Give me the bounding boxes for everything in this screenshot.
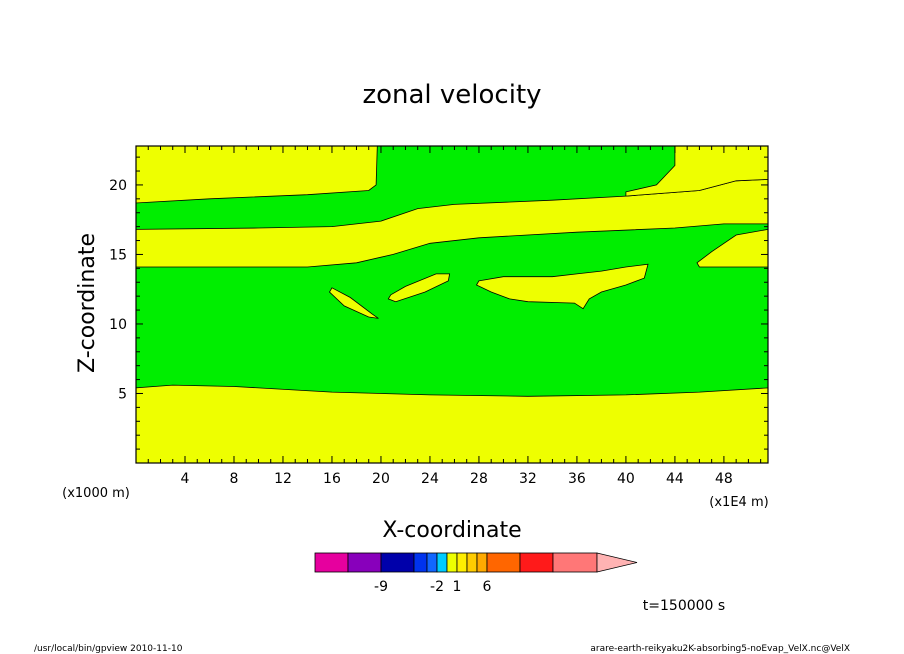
time-label: t=150000 s (643, 598, 725, 614)
x-axis-label: X-coordinate (382, 518, 521, 543)
colorbar: -9 -2 1 6 (314, 552, 638, 595)
x-tick-label: 44 (666, 471, 684, 487)
x-tick-label: 48 (715, 471, 733, 487)
region-yellow-patch-3 (475, 263, 649, 310)
colorbar-swatch (347, 552, 382, 573)
x-tick-label: 4 (181, 471, 190, 487)
x-tick-label: 24 (421, 471, 439, 487)
x-tick-label: 12 (274, 471, 292, 487)
colorbar-swatch (426, 552, 438, 573)
y-tick-label: 20 (109, 178, 127, 194)
colorbar-tick-label: -9 (374, 579, 388, 595)
colorbar-swatch (456, 552, 468, 573)
y-unit-note: (x1000 m) (62, 486, 130, 501)
colorbar-tick-label: 6 (483, 579, 492, 595)
x-tick-label: 16 (323, 471, 341, 487)
colorbar-extend-arrow (596, 552, 638, 573)
plot-area (135, 145, 769, 464)
colorbar-tick-label: -2 (430, 579, 444, 595)
region-yellow-bottom-band (135, 384, 769, 464)
region-yellow-upper-left (135, 145, 378, 204)
colorbar-swatch (486, 552, 521, 573)
colorbar-tick-label: 1 (453, 579, 462, 595)
x-tick-label: 36 (568, 471, 586, 487)
x-tick-label: 20 (372, 471, 390, 487)
colorbar-swatch (519, 552, 554, 573)
colorbar-swatch (476, 552, 488, 573)
colorbar-swatch (436, 552, 448, 573)
colorbar-swatch (552, 552, 598, 573)
x-tick-label: 32 (519, 471, 537, 487)
region-yellow-patch-1 (328, 287, 379, 319)
y-tick-label: 15 (109, 247, 127, 263)
plot-frame (135, 145, 769, 464)
chart-title: zonal velocity (362, 80, 541, 110)
x-tick-label: 40 (617, 471, 635, 487)
colorbar-swatch (466, 552, 478, 573)
colorbar-swatch (314, 552, 349, 573)
y-axis-label: Z-coordinate (75, 233, 100, 373)
x-axis: 4 8 12 16 20 24 28 32 36 40 44 48 (147, 146, 762, 487)
footer-right: arare-earth-reikyaku2K-absorbing5-noEvap… (590, 644, 850, 654)
y-tick-label: 10 (109, 317, 127, 333)
footer-left: /usr/local/bin/gpview 2010-11-10 (34, 644, 183, 654)
x-tick-label: 8 (230, 471, 239, 487)
y-tick-label: 5 (118, 386, 127, 402)
x-unit-note: (x1E4 m) (709, 495, 768, 510)
y-axis: 5 10 15 20 (109, 156, 768, 450)
colorbar-swatch (380, 552, 415, 573)
colorbar-swatch (446, 552, 458, 573)
colorbar-swatch (413, 552, 428, 573)
x-tick-label: 28 (470, 471, 488, 487)
region-yellow-patch-2 (387, 273, 451, 303)
